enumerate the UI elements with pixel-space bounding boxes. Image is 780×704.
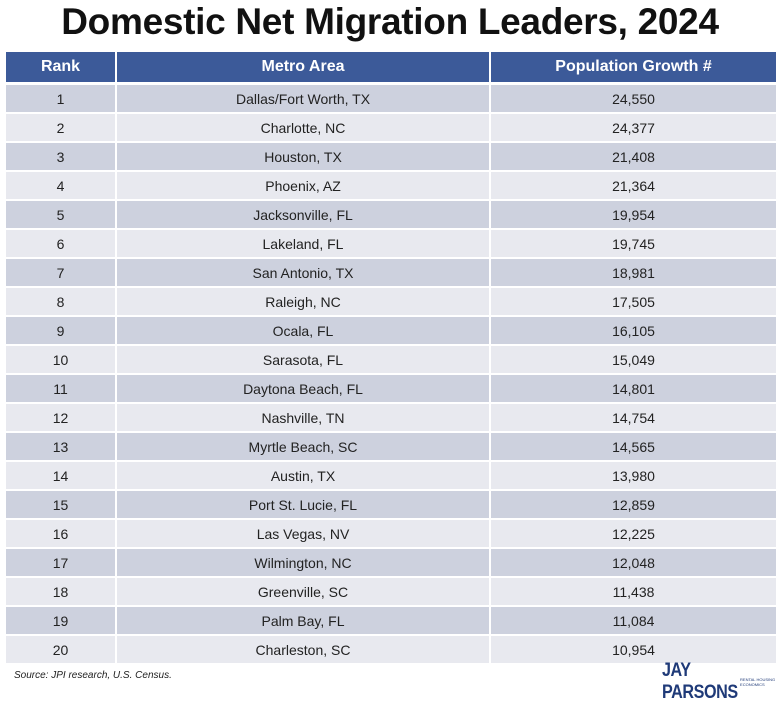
table-row: 6 Lakeland, FL 19,745 [6, 229, 776, 259]
cell-rank: 8 [6, 287, 117, 317]
cell-metro: Ocala, FL [116, 316, 491, 346]
column-header-rank: Rank [6, 52, 117, 85]
cell-growth: 24,550 [490, 83, 776, 114]
cell-rank: 19 [6, 606, 117, 636]
cell-growth: 18,981 [490, 258, 776, 288]
cell-growth: 11,438 [490, 577, 776, 607]
table-row: 5 Jacksonville, FL 19,954 [6, 200, 776, 230]
table-row: 15 Port St. Lucie, FL 12,859 [6, 490, 776, 520]
table-row: 12 Nashville, TN 14,754 [6, 403, 776, 433]
table-row: 20 Charleston, SC 10,954 [6, 635, 776, 665]
cell-metro: Las Vegas, NV [116, 519, 491, 549]
column-header-metro: Metro Area [116, 52, 491, 85]
cell-growth: 19,745 [490, 229, 776, 259]
cell-rank: 16 [6, 519, 117, 549]
cell-rank: 3 [6, 142, 117, 172]
table-row: 13 Myrtle Beach, SC 14,565 [6, 432, 776, 462]
cell-metro: Phoenix, AZ [116, 171, 491, 201]
cell-growth: 12,048 [490, 548, 776, 578]
table-row: 17 Wilmington, NC 12,048 [6, 548, 776, 578]
cell-rank: 15 [6, 490, 117, 520]
cell-rank: 7 [6, 258, 117, 288]
cell-growth: 14,565 [490, 432, 776, 462]
cell-rank: 12 [6, 403, 117, 433]
cell-metro: Lakeland, FL [116, 229, 491, 259]
cell-growth: 13,980 [490, 461, 776, 491]
cell-rank: 9 [6, 316, 117, 346]
cell-rank: 14 [6, 461, 117, 491]
table-row: 2 Charlotte, NC 24,377 [6, 113, 776, 143]
page-title: Domestic Net Migration Leaders, 2024 [61, 1, 719, 42]
cell-growth: 10,954 [490, 635, 776, 665]
header-row: Rank Metro Area Population Growth # [6, 52, 776, 85]
table-row: 18 Greenville, SC 11,438 [6, 577, 776, 607]
table-row: 10 Sarasota, FL 15,049 [6, 345, 776, 375]
cell-metro: Daytona Beach, FL [116, 374, 491, 404]
cell-growth: 19,954 [490, 200, 776, 230]
cell-growth: 16,105 [490, 316, 776, 346]
cell-metro: Austin, TX [116, 461, 491, 491]
logo: JAY PARSONS RENTAL HOUSING ECONOMICS [662, 660, 780, 704]
cell-metro: Raleigh, NC [116, 287, 491, 317]
table-row: 7 San Antonio, TX 18,981 [6, 258, 776, 288]
cell-rank: 2 [6, 113, 117, 143]
table-row: 16 Las Vegas, NV 12,225 [6, 519, 776, 549]
cell-rank: 1 [6, 83, 117, 114]
table-row: 1 Dallas/Fort Worth, TX 24,550 [6, 83, 776, 114]
logo-subtext: RENTAL HOUSING ECONOMICS [740, 677, 776, 687]
table-row: 3 Houston, TX 21,408 [6, 142, 776, 172]
table-row: 4 Phoenix, AZ 21,364 [6, 171, 776, 201]
table-row: 14 Austin, TX 13,980 [6, 461, 776, 491]
cell-rank: 4 [6, 171, 117, 201]
cell-growth: 11,084 [490, 606, 776, 636]
cell-rank: 11 [6, 374, 117, 404]
source-note: Source: JPI research, U.S. Census. [14, 670, 172, 681]
logo-text: JAY PARSONS [662, 660, 738, 703]
cell-metro: Myrtle Beach, SC [116, 432, 491, 462]
cell-metro: Sarasota, FL [116, 345, 491, 375]
cell-metro: Wilmington, NC [116, 548, 491, 578]
column-header-growth: Population Growth # [490, 52, 776, 85]
cell-growth: 21,364 [490, 171, 776, 201]
cell-rank: 17 [6, 548, 117, 578]
cell-metro: San Antonio, TX [116, 258, 491, 288]
cell-growth: 14,754 [490, 403, 776, 433]
cell-metro: Port St. Lucie, FL [116, 490, 491, 520]
cell-metro: Dallas/Fort Worth, TX [116, 83, 491, 114]
cell-growth: 24,377 [490, 113, 776, 143]
cell-rank: 20 [6, 635, 117, 665]
cell-rank: 13 [6, 432, 117, 462]
table-row: 8 Raleigh, NC 17,505 [6, 287, 776, 317]
cell-metro: Palm Bay, FL [116, 606, 491, 636]
table-row: 19 Palm Bay, FL 11,084 [6, 606, 776, 636]
cell-growth: 15,049 [490, 345, 776, 375]
cell-metro: Nashville, TN [116, 403, 491, 433]
cell-metro: Houston, TX [116, 142, 491, 172]
cell-metro: Jacksonville, FL [116, 200, 491, 230]
cell-growth: 17,505 [490, 287, 776, 317]
table-row: 9 Ocala, FL 16,105 [6, 316, 776, 346]
cell-growth: 12,859 [490, 490, 776, 520]
cell-rank: 10 [6, 345, 117, 375]
cell-rank: 5 [6, 200, 117, 230]
migration-table: Rank Metro Area Population Growth # 1 Dal… [6, 52, 776, 665]
cell-metro: Charleston, SC [116, 635, 491, 665]
cell-growth: 14,801 [490, 374, 776, 404]
cell-rank: 18 [6, 577, 117, 607]
table-row: 11 Daytona Beach, FL 14,801 [6, 374, 776, 404]
cell-rank: 6 [6, 229, 117, 259]
cell-metro: Charlotte, NC [116, 113, 491, 143]
cell-growth: 12,225 [490, 519, 776, 549]
cell-metro: Greenville, SC [116, 577, 491, 607]
cell-growth: 21,408 [490, 142, 776, 172]
